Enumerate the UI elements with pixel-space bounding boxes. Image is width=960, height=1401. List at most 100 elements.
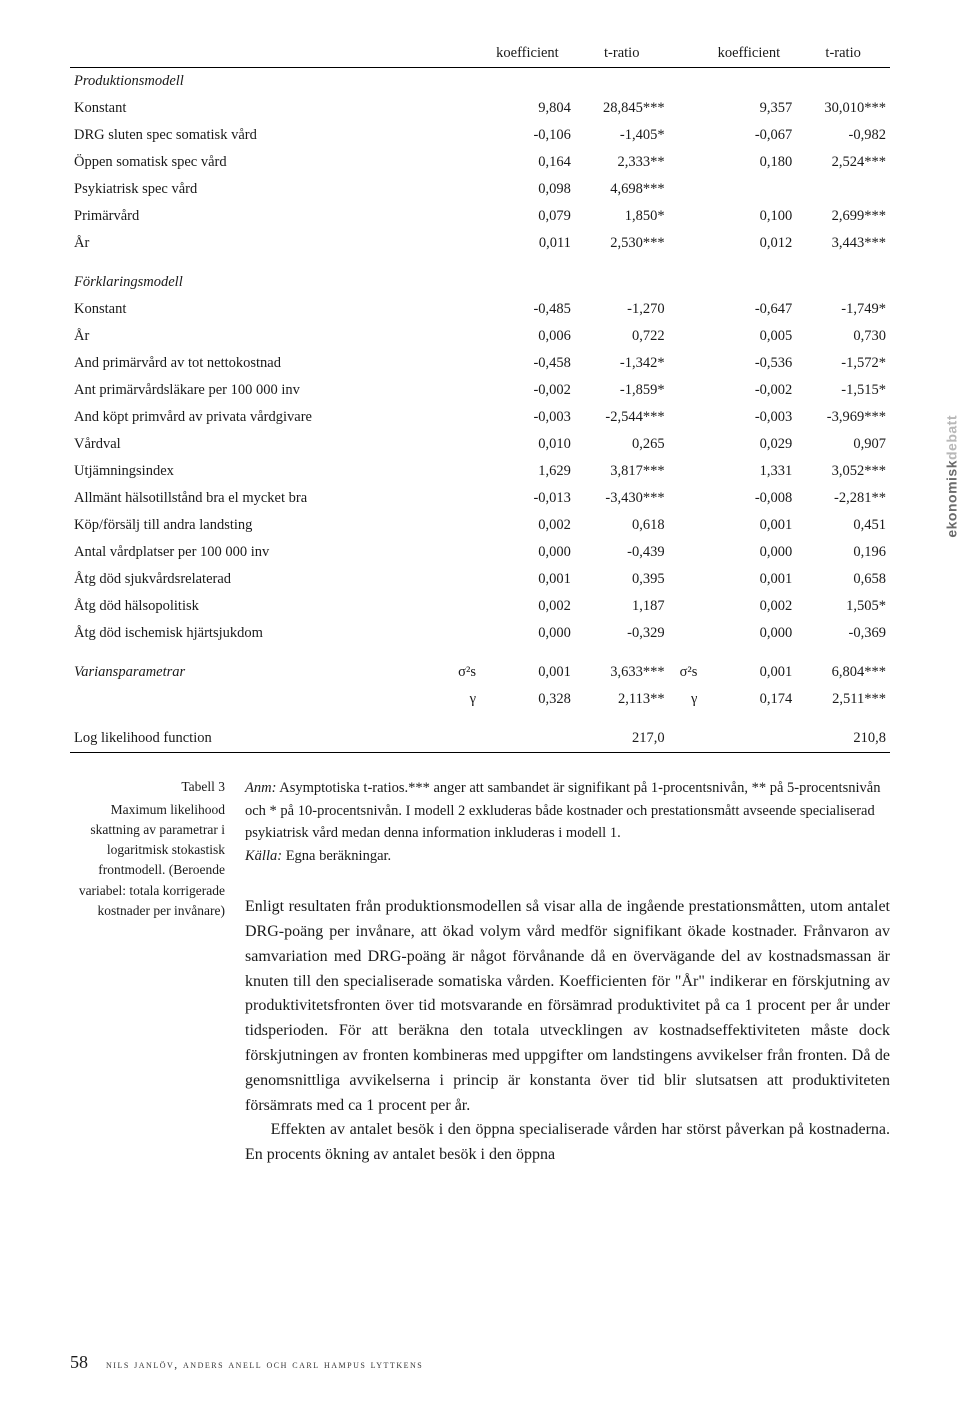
row-label: År [70, 323, 447, 350]
page: ekonomiskdebatt koefficient t-ratio koef… [0, 0, 960, 1401]
source-label: Källa: [245, 848, 282, 864]
cell-t1: 3,633*** [575, 659, 669, 686]
cell-t2: 210,8 [796, 725, 890, 753]
section-label: Förklaringsmodell [70, 269, 890, 296]
body-para-2: Effekten av antalet besök i den öppna sp… [245, 1118, 890, 1168]
caption-title: Tabell 3 [70, 777, 225, 797]
cell-t2: 2,699*** [796, 203, 890, 230]
cell-k1: 0,000 [480, 620, 575, 647]
page-footer: 58 nils janlöv, anders anell och carl ha… [70, 1349, 890, 1375]
below-table-block: Tabell 3 Maximum likelihood skattning av… [70, 777, 890, 1168]
cell-k2: 0,100 [701, 203, 796, 230]
cell-t2: 30,010*** [796, 95, 890, 122]
cell-t1: 2,530*** [575, 230, 669, 257]
cell-t2: 3,052*** [796, 458, 890, 485]
cell-k1: -0,458 [480, 350, 575, 377]
cell-k1: 0,000 [480, 539, 575, 566]
cell-k2: 0,001 [701, 659, 796, 686]
cell-t1: 2,333** [575, 149, 669, 176]
cell-k2: 0,000 [701, 539, 796, 566]
cell-k2: 0,001 [701, 512, 796, 539]
cell-t1: 0,395 [575, 566, 669, 593]
cell-t2: -0,982 [796, 122, 890, 149]
cell-k1: -0,002 [480, 377, 575, 404]
cell-k1: 0,001 [480, 566, 575, 593]
note-text: Asymptotiska t-ratios.*** anger att samb… [245, 780, 880, 841]
cell-t2: -1,572* [796, 350, 890, 377]
cell-t2: 0,658 [796, 566, 890, 593]
cell-t2: -1,749* [796, 296, 890, 323]
col-head-t1: t-ratio [575, 40, 669, 68]
cell-k1: 0,001 [480, 659, 575, 686]
cell-k2: -0,003 [701, 404, 796, 431]
cell-k1: 1,629 [480, 458, 575, 485]
row-label: DRG sluten spec somatisk vård [70, 122, 447, 149]
col-head-k2: koefficient [701, 40, 796, 68]
cell-k2: 0,002 [701, 593, 796, 620]
cell-t1: 28,845*** [575, 95, 669, 122]
cell-k1: 0,098 [480, 176, 575, 203]
variance-symbol: γ [669, 686, 702, 713]
cell-t2: -0,369 [796, 620, 890, 647]
row-label: Konstant [70, 296, 447, 323]
cell-k2: 0,000 [701, 620, 796, 647]
cell-k1: 0,006 [480, 323, 575, 350]
cell-t1: 217,0 [575, 725, 669, 753]
row-label: Vårdval [70, 431, 447, 458]
row-label: Antal vårdplatser per 100 000 inv [70, 539, 447, 566]
cell-t2 [796, 176, 890, 203]
cell-k1: 0,002 [480, 512, 575, 539]
row-label: Åtg död sjukvårdsrelaterad [70, 566, 447, 593]
row-label: Köp/försälj till andra landsting [70, 512, 447, 539]
cell-t1: 4,698*** [575, 176, 669, 203]
row-label: Åtg död ischemisk hjärtsjukdom [70, 620, 447, 647]
cell-t1: -3,430*** [575, 485, 669, 512]
cell-t2: -3,969*** [796, 404, 890, 431]
cell-t2: 2,524*** [796, 149, 890, 176]
cell-t2: 0,730 [796, 323, 890, 350]
cell-k1: 0,002 [480, 593, 575, 620]
cell-t1: 2,113** [575, 686, 669, 713]
section-label: Produktionsmodell [70, 68, 890, 95]
cell-k1: 0,079 [480, 203, 575, 230]
section-label: Variansparametrar [70, 659, 447, 686]
cell-t1: -0,439 [575, 539, 669, 566]
cell-k1: 0,011 [480, 230, 575, 257]
cell-t1: 1,850* [575, 203, 669, 230]
cell-t2: 2,511*** [796, 686, 890, 713]
cell-t2: -1,515* [796, 377, 890, 404]
cell-k2: -0,067 [701, 122, 796, 149]
row-label [70, 686, 447, 713]
side-label-part1: ekonomisk [944, 460, 960, 538]
cell-k2: 0,029 [701, 431, 796, 458]
cell-t2: 3,443*** [796, 230, 890, 257]
cell-k1: -0,003 [480, 404, 575, 431]
row-label: And köpt primvård av privata vårdgivare [70, 404, 447, 431]
cell-k2: 0,180 [701, 149, 796, 176]
row-label: Psykiatrisk spec vård [70, 176, 447, 203]
cell-t1: -1,405* [575, 122, 669, 149]
row-label: And primärvård av tot nettokostnad [70, 350, 447, 377]
cell-k2: 0,005 [701, 323, 796, 350]
cell-t1: -1,859* [575, 377, 669, 404]
row-label: År [70, 230, 447, 257]
col-head-k1: koefficient [480, 40, 575, 68]
source-text: Egna beräkningar. [282, 848, 391, 864]
cell-t2: 0,451 [796, 512, 890, 539]
row-label: Utjämningsindex [70, 458, 447, 485]
page-number: 58 [70, 1349, 88, 1375]
cell-k2 [701, 176, 796, 203]
cell-k1: -0,485 [480, 296, 575, 323]
cell-t2: 0,907 [796, 431, 890, 458]
cell-t1: -0,329 [575, 620, 669, 647]
cell-k2: 0,174 [701, 686, 796, 713]
cell-t1: -1,270 [575, 296, 669, 323]
cell-t2: 1,505* [796, 593, 890, 620]
variance-symbol: σ²s [669, 659, 702, 686]
cell-k2: 0,001 [701, 566, 796, 593]
cell-k2: 1,331 [701, 458, 796, 485]
row-label: Åtg död hälsopolitisk [70, 593, 447, 620]
cell-t1: 0,722 [575, 323, 669, 350]
row-label: Ant primärvårdsläkare per 100 000 inv [70, 377, 447, 404]
cell-t1: 0,618 [575, 512, 669, 539]
